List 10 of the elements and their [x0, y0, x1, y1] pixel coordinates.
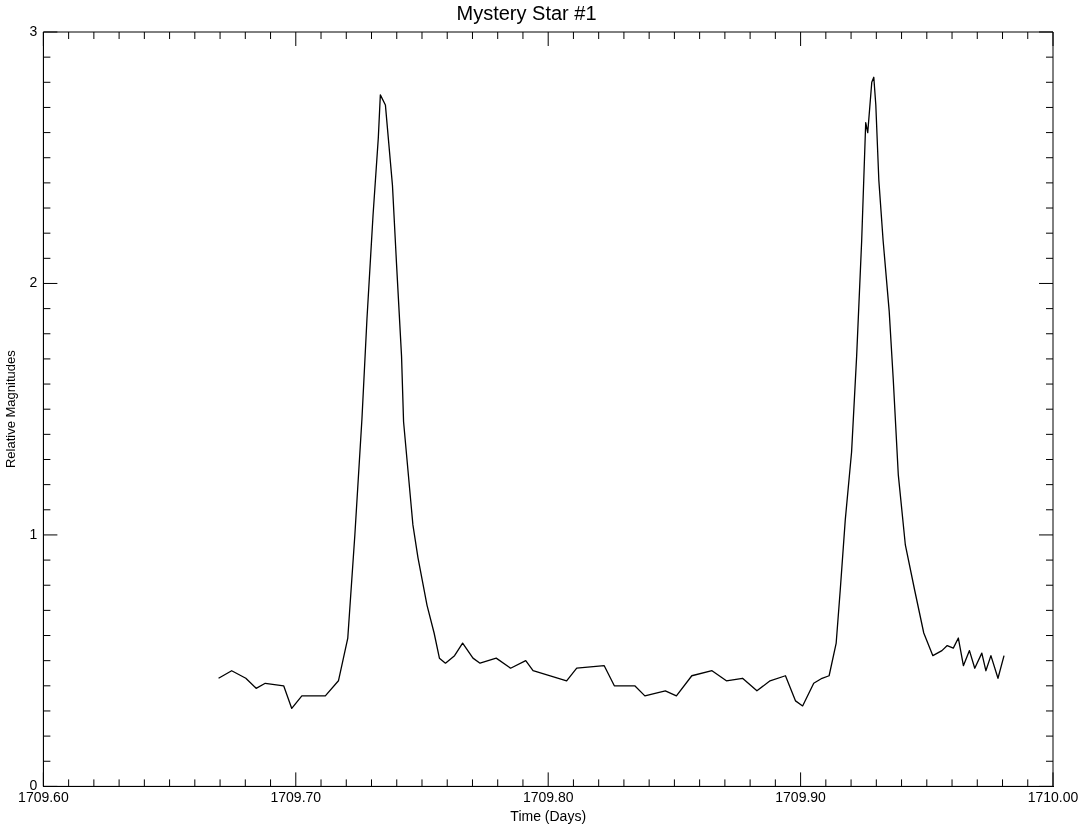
x-tick-label: 1709.70	[270, 788, 322, 805]
chart-title: Mystery Star #1	[456, 1, 597, 24]
x-axis-title: Time (Days)	[510, 808, 587, 825]
y-tick-label: 2	[29, 274, 38, 291]
y-tick-label: 3	[29, 22, 38, 39]
y-tick-label: 1	[29, 525, 38, 542]
y-axis-title: Relative Magnitudes	[3, 349, 19, 469]
x-tick-label: 1709.90	[775, 788, 827, 805]
x-tick-label: 1710.00	[1027, 788, 1079, 805]
x-tick-label: 1709.80	[522, 788, 574, 805]
